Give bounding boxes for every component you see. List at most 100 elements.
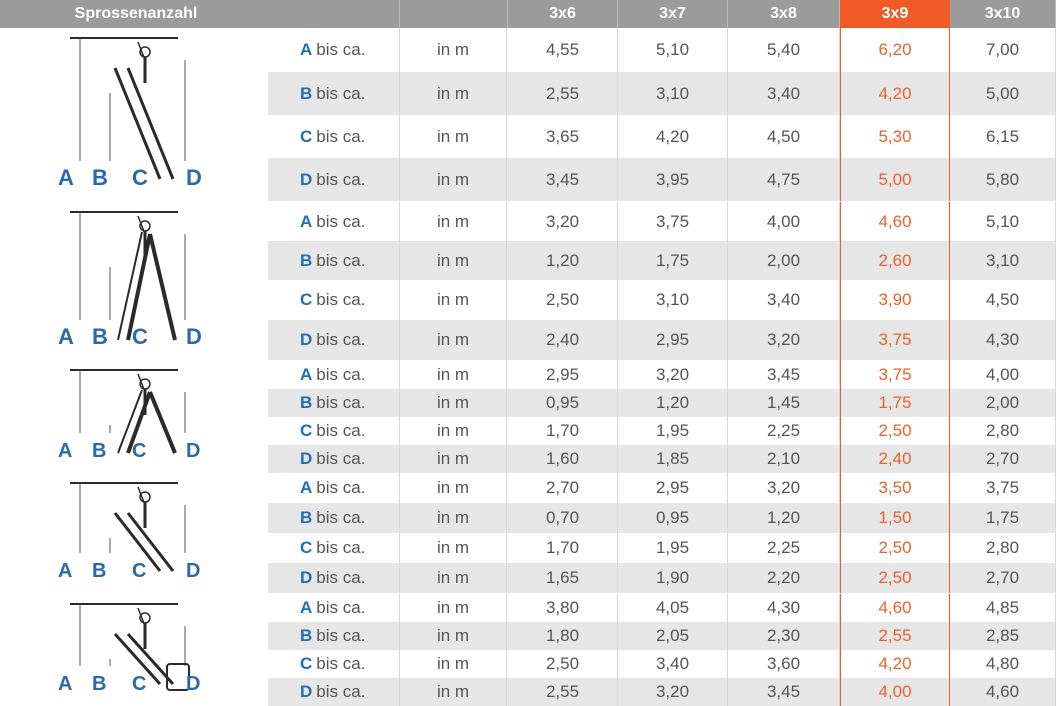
header-blank-cell bbox=[400, 0, 508, 28]
value-cell-3x6: 3,20 bbox=[508, 202, 618, 241]
dimension-suffix: bis ca. bbox=[316, 598, 366, 617]
dimension-suffix: bis ca. bbox=[316, 478, 366, 497]
value-cell-3x10: 2,85 bbox=[950, 622, 1056, 650]
value-cell-3x6: 2,55 bbox=[508, 72, 618, 115]
value-cell-3x9: 3,75 bbox=[840, 360, 950, 389]
value-cell-3x7: 3,75 bbox=[618, 202, 728, 241]
dimension-suffix: bis ca. bbox=[316, 250, 366, 270]
value-cell-3x9: 6,20 bbox=[840, 28, 950, 72]
dimension-letter: C bbox=[300, 421, 313, 440]
value-cell-3x8: 4,75 bbox=[728, 158, 840, 201]
value-cell-3x6: 1,70 bbox=[508, 533, 618, 563]
value-cell-3x10: 2,70 bbox=[950, 563, 1056, 593]
value-cell-3x8: 2,30 bbox=[728, 622, 840, 650]
svg-text:A: A bbox=[58, 165, 74, 190]
value-cell-3x7: 3,10 bbox=[618, 280, 728, 320]
dimension-letter: D bbox=[300, 682, 313, 701]
unit-cell: in m bbox=[400, 115, 507, 158]
value-cell-3x10: 3,10 bbox=[950, 241, 1056, 280]
dimension-suffix: bis ca. bbox=[316, 364, 366, 384]
dimension-suffix: bis ca. bbox=[316, 421, 366, 440]
value-cell-3x7: 3,20 bbox=[618, 360, 728, 389]
value-cell-3x9: 2,50 bbox=[840, 533, 950, 563]
header-title: Sprossenanzahl bbox=[74, 5, 198, 22]
value-cell-3x10: 4,60 bbox=[950, 678, 1056, 706]
dimension-letter: C bbox=[300, 290, 313, 309]
value-cell-3x10: 1,75 bbox=[950, 503, 1056, 533]
value-cell-3x9: 2,55 bbox=[840, 622, 950, 650]
value-cell-3x6: 2,55 bbox=[508, 678, 618, 706]
unit-cell: in m bbox=[400, 389, 507, 417]
column-header-3x10: 3x10 bbox=[950, 0, 1056, 28]
value-cell-3x8: 2,00 bbox=[728, 241, 840, 280]
value-cell-3x7: 3,20 bbox=[618, 678, 728, 706]
dimension-letter: A bbox=[300, 364, 313, 384]
value-cell-3x9: 1,50 bbox=[840, 503, 950, 533]
dimension-letter: B bbox=[300, 393, 313, 412]
value-cell-3x10: 2,70 bbox=[950, 445, 1056, 473]
value-cell-3x9: 4,20 bbox=[840, 72, 950, 115]
value-cell-3x8: 5,40 bbox=[728, 28, 840, 72]
value-cell-3x7: 1,85 bbox=[618, 445, 728, 473]
dimension-letter: D bbox=[300, 169, 313, 189]
value-cell-3x6: 3,80 bbox=[508, 594, 618, 622]
unit-cell: in m bbox=[400, 280, 507, 320]
svg-text:C: C bbox=[132, 165, 148, 190]
value-cell-3x9: 2,40 bbox=[840, 445, 950, 473]
dimension-letter: A bbox=[300, 211, 313, 231]
value-cell-3x6: 1,70 bbox=[508, 417, 618, 445]
column-header-3x6: 3x6 bbox=[508, 0, 618, 28]
dimension-suffix: bis ca. bbox=[316, 290, 366, 309]
unit-cell: in m bbox=[400, 563, 507, 593]
value-cell-3x10: 3,75 bbox=[950, 473, 1056, 503]
value-cell-3x6: 2,50 bbox=[508, 650, 618, 678]
value-cell-3x10: 7,00 bbox=[950, 28, 1056, 72]
svg-text:D: D bbox=[186, 324, 202, 349]
value-cell-3x8: 1,45 bbox=[728, 389, 840, 417]
dimension-suffix: bis ca. bbox=[316, 626, 366, 645]
value-cell-3x8: 3,45 bbox=[728, 360, 840, 389]
unit-cell: in m bbox=[400, 28, 507, 72]
unit-cell: in m bbox=[400, 503, 507, 533]
value-cell-3x10: 2,00 bbox=[950, 389, 1056, 417]
column-header-3x8: 3x8 bbox=[728, 0, 840, 28]
value-cell-3x6: 0,95 bbox=[508, 389, 618, 417]
value-cell-3x10: 4,85 bbox=[950, 594, 1056, 622]
svg-text:A: A bbox=[58, 673, 72, 695]
value-cell-3x7: 1,95 bbox=[618, 533, 728, 563]
svg-text:C: C bbox=[132, 440, 146, 462]
value-cell-3x7: 3,40 bbox=[618, 650, 728, 678]
svg-text:C: C bbox=[132, 324, 148, 349]
svg-text:B: B bbox=[92, 324, 108, 349]
value-cell-3x9: 3,75 bbox=[840, 320, 950, 360]
value-cell-3x10: 5,00 bbox=[950, 72, 1056, 115]
svg-text:B: B bbox=[92, 560, 106, 582]
dimension-letter: D bbox=[300, 568, 313, 587]
value-cell-3x8: 3,40 bbox=[728, 72, 840, 115]
value-cell-3x6: 3,65 bbox=[508, 115, 618, 158]
dimension-suffix: bis ca. bbox=[316, 654, 366, 673]
dimension-suffix: bis ca. bbox=[316, 568, 366, 587]
value-cell-3x7: 1,90 bbox=[618, 563, 728, 593]
unit-cell: in m bbox=[400, 678, 507, 706]
dimension-letter: D bbox=[300, 330, 313, 349]
value-cell-3x7: 2,95 bbox=[618, 320, 728, 360]
value-cell-3x10: 5,80 bbox=[950, 158, 1056, 201]
value-cell-3x10: 2,80 bbox=[950, 533, 1056, 563]
svg-text:A: A bbox=[58, 440, 72, 462]
